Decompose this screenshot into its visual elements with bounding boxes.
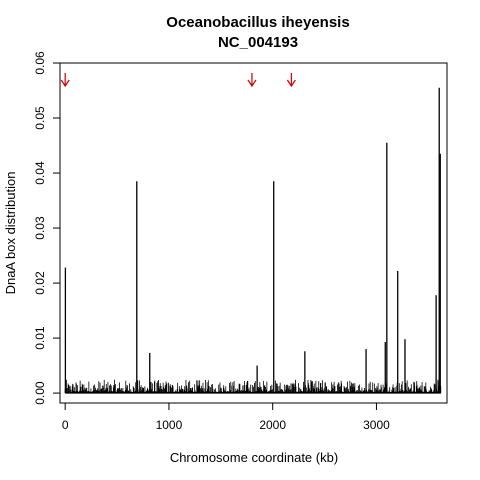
arrows-layer [60,73,296,88]
y-tick-label: 0.02 [33,271,47,295]
y-tick-label: 0.05 [33,106,47,130]
x-axis-label: Chromosome coordinate (kb) [170,450,338,465]
x-axis: 0 1000 2000 3000 [62,402,390,432]
y-tick-label: 0.06 [33,51,47,75]
y-tick-label: 0.04 [33,161,47,185]
arrow-head [286,79,296,88]
y-tick-label: 0.01 [33,326,47,350]
y-tick-label: 0.00 [33,381,47,405]
y-axis: 0.00 0.01 0.02 0.03 0.04 0.05 0.06 [33,51,60,405]
bars-layer [64,87,442,394]
plot-frame [59,62,448,404]
y-axis-label: DnaA box distribution [3,172,18,295]
y-tick-label: 0.03 [33,216,47,240]
x-tick-label: 0 [62,418,69,432]
x-tick-label: 1000 [156,418,183,432]
x-tick-label: 2000 [259,418,286,432]
x-tick-label: 3000 [363,418,390,432]
origin-arrow [247,73,257,88]
chart-subtitle: NC_004193 [218,34,298,51]
arrow-head [247,79,257,88]
arrow-head [60,79,70,88]
chart-title: Oceanobacillus iheyensis [166,14,349,31]
origin-arrow [60,73,70,88]
origin-arrow [286,73,296,88]
